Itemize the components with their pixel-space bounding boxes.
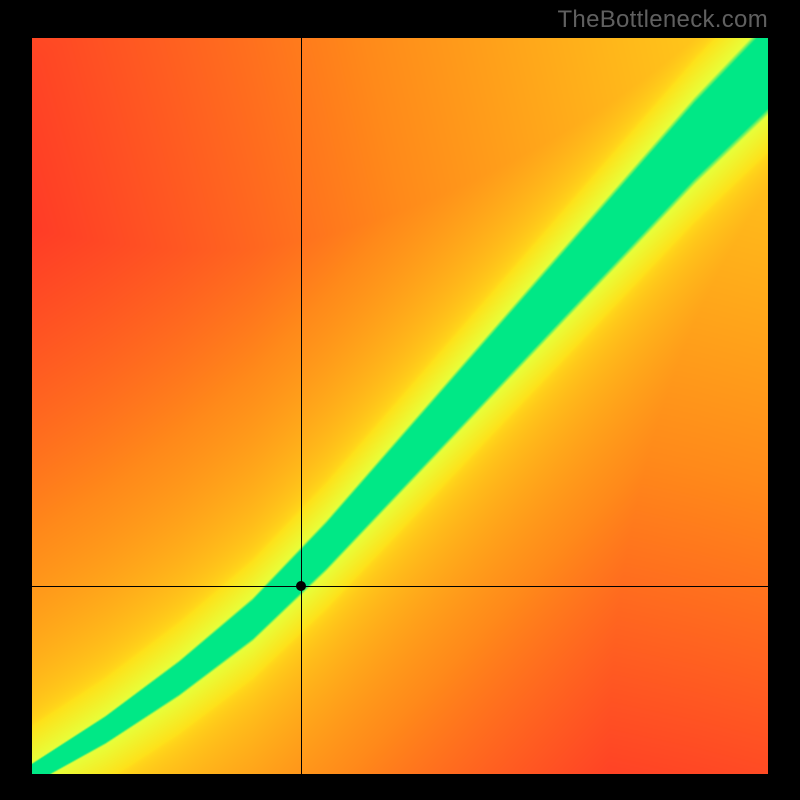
- watermark-text: TheBottleneck.com: [557, 6, 768, 34]
- heatmap-canvas: [32, 38, 768, 774]
- bottleneck-heatmap: [32, 38, 768, 774]
